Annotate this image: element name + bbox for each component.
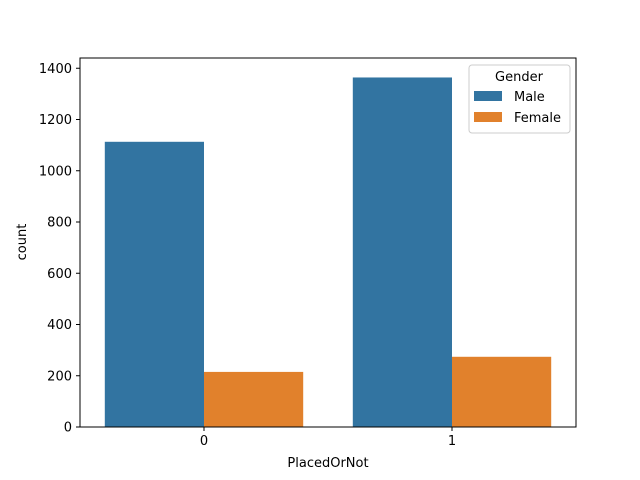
x-tick-label: 1 [448, 434, 456, 449]
y-axis: 0 200 400 600 800 1000 1200 1400 [39, 62, 80, 436]
legend-title: Gender [495, 70, 544, 85]
plot-frame [79, 57, 577, 428]
x-axis-label: PlacedOrNot [287, 456, 368, 471]
bar-male-1 [352, 77, 452, 427]
y-tick-label: 200 [47, 369, 72, 384]
y-tick-label: 600 [47, 267, 72, 282]
legend-swatch-female [474, 112, 502, 122]
bars-group [104, 77, 552, 427]
y-tick-label: 0 [64, 421, 72, 436]
legend-label-male: Male [514, 90, 545, 105]
legend-label-female: Female [514, 111, 561, 126]
bar-male-0 [104, 141, 204, 427]
y-tick-label: 800 [47, 216, 72, 231]
y-tick-label: 400 [47, 318, 72, 333]
legend: Gender Male Female [468, 64, 571, 134]
bar-female-0 [204, 371, 304, 427]
x-tick-label: 0 [200, 434, 208, 449]
y-axis-label: count [15, 224, 30, 261]
bar-female-1 [452, 356, 552, 427]
y-tick-label: 1000 [39, 164, 72, 179]
y-tick-label: 1200 [39, 113, 72, 128]
y-tick-label: 1400 [39, 62, 72, 77]
legend-swatch-male [474, 91, 502, 101]
